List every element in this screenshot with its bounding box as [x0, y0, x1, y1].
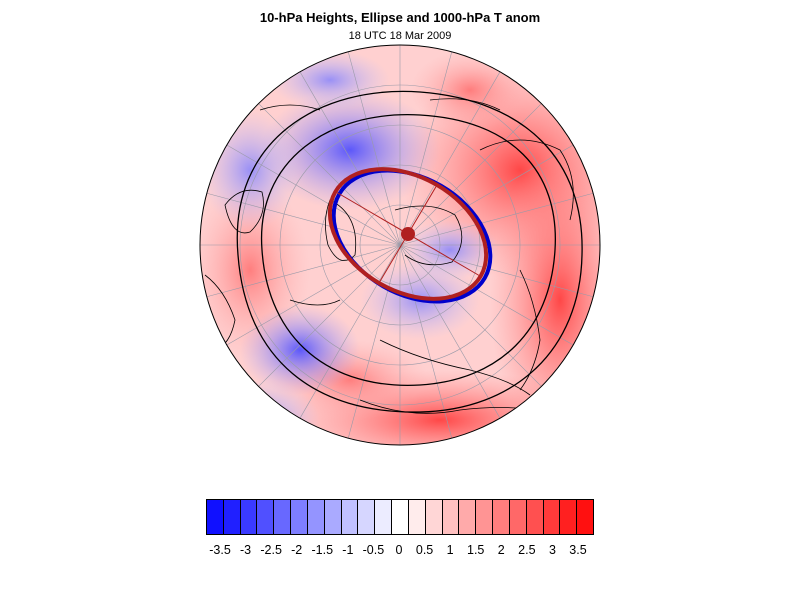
colorbar-swatch [392, 500, 409, 534]
colorbar-tick-label: 1.5 [467, 543, 485, 557]
meridian-line [347, 51, 401, 246]
colorbar-swatch [577, 500, 594, 534]
colorbar-tick-label: 3 [548, 543, 556, 557]
colorbar-swatch [560, 500, 578, 534]
colorbar-swatch [408, 500, 426, 534]
colorbar-swatch [240, 500, 258, 534]
height-contours [236, 90, 583, 413]
colorbar-swatch [442, 500, 460, 534]
meridian-line [399, 244, 501, 419]
colorbar-tick-label: -1 [342, 543, 354, 557]
colorbar-swatch [307, 500, 325, 534]
meridian-line [399, 244, 574, 346]
meridian-line [226, 144, 401, 246]
colorbar-swatch [207, 500, 224, 534]
colorbar-tick-label: 2 [497, 543, 505, 557]
colorbar-tick-label: 2.5 [518, 543, 536, 557]
colorbar-labels: -3.5 -3 -2.5 -2 -1.5 -1 -0.5 0 0.5 1 1.5 2 2.5 3 3.5 [206, 543, 594, 561]
colorbar-swatch [476, 500, 494, 534]
coastlines [204, 98, 574, 414]
meridian-line [258, 103, 401, 246]
colorbar-tick-label: -3 [240, 543, 252, 557]
meridian-line [399, 51, 453, 246]
meridian-line [258, 244, 401, 387]
meridian-line [399, 103, 542, 246]
colorbar-tick-label: 0 [395, 543, 403, 557]
colorbar-swatch [358, 500, 376, 534]
colorbar [206, 499, 594, 535]
colorbar-swatch [274, 500, 292, 534]
map-boundary [199, 44, 601, 446]
colorbar-swatch [543, 500, 561, 534]
colorbar-swatch [526, 500, 544, 534]
meridian-line [399, 244, 594, 298]
colorbar-swatch [509, 500, 527, 534]
map-title: 10-hPa Heights, Ellipse and 1000-hPa T a… [259, 10, 541, 25]
colorbar-tick-label: -3.5 [209, 543, 231, 557]
meridian-line [399, 192, 594, 246]
colorbar-tick-label: 0.5 [415, 543, 434, 557]
colorbar-swatch [223, 500, 241, 534]
graticule [200, 45, 600, 445]
meridian-line [206, 192, 401, 246]
colorbar-swatch [425, 500, 443, 534]
colorbar-swatch [324, 500, 342, 534]
colorbar-tick-label: -0.5 [362, 543, 385, 557]
map-subtitle: 18 UTC 18 Mar 2009 [348, 30, 452, 42]
colorbar-tick-label: -1.5 [311, 543, 334, 557]
colorbar-swatch [375, 500, 393, 534]
meridian-line [399, 144, 574, 246]
colorbar-swatch [291, 500, 308, 534]
colorbar-tick-label: 3.5 [569, 543, 587, 557]
meridian-line [299, 71, 401, 246]
colorbar-tick-label: 1 [446, 543, 454, 557]
meridian-line [399, 244, 542, 387]
colorbar-swatch [493, 500, 510, 534]
meridian-line [206, 244, 401, 298]
vortex-ellipse [327, 167, 489, 301]
colorbar-tick-label: -2 [291, 543, 303, 557]
meridian-line [399, 71, 501, 246]
colorbar-swatch [341, 500, 359, 534]
colorbar-swatch [257, 500, 275, 534]
meridian-line [226, 244, 401, 346]
colorbar-swatch [459, 500, 477, 534]
meridian-line [399, 244, 453, 439]
colorbar-tick-label: -2.5 [260, 543, 282, 557]
